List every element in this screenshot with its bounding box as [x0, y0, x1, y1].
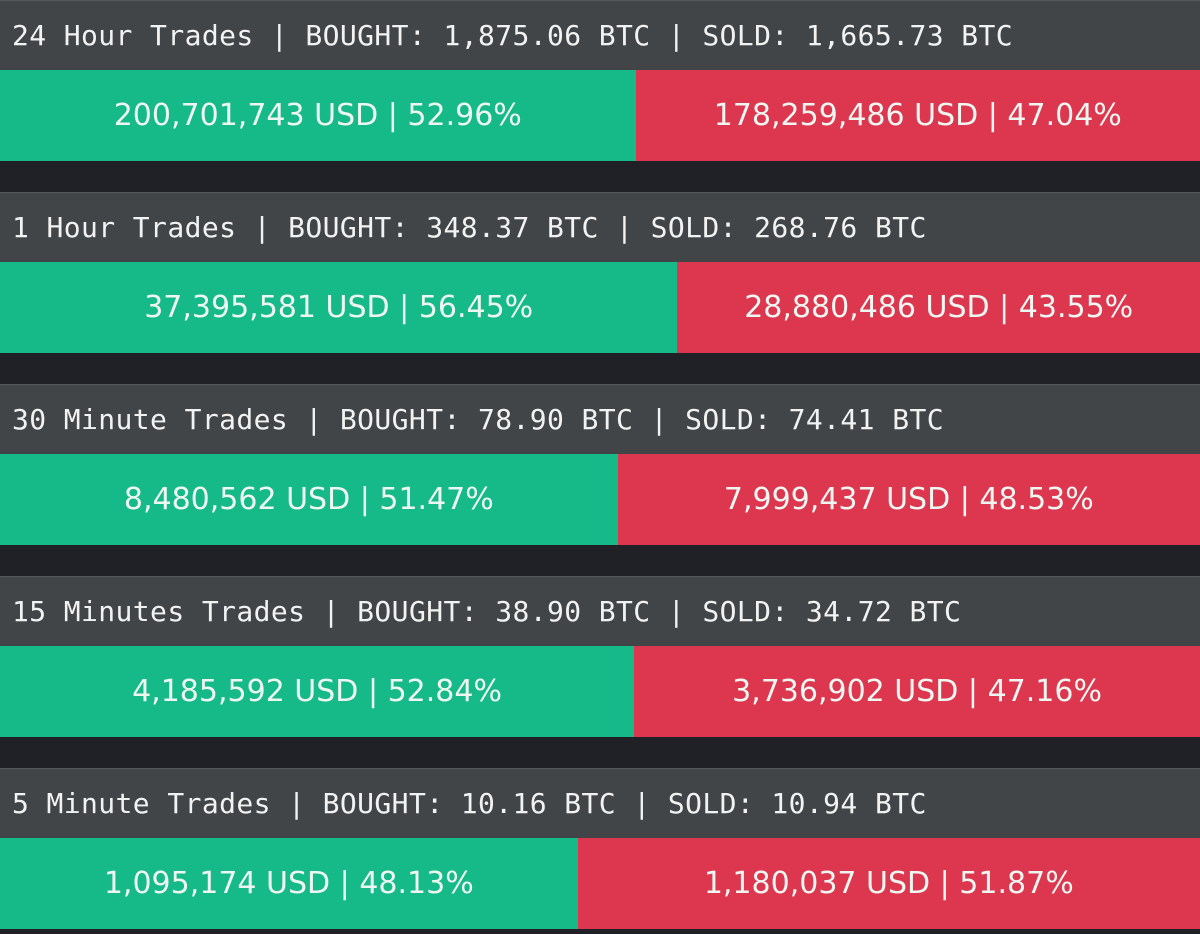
spacer	[789, 19, 806, 52]
sold-segment: 7,999,437 USD | 48.53%	[617, 454, 1200, 545]
bought-usd-text: 4,185,592 USD | 52.84%	[132, 674, 502, 709]
period-label: 24 Hour Trades	[12, 19, 254, 52]
panel-header: 24 Hour Trades | BOUGHT: 1,875.06 BTC | …	[0, 0, 1200, 70]
sold-btc-value: 74.41 BTC	[788, 403, 944, 436]
sold-usd-text: 28,880,486 USD | 43.55%	[744, 290, 1134, 325]
bought-segment: 8,480,562 USD | 51.47%	[0, 454, 618, 545]
bought-btc-value: 78.90 BTC	[477, 403, 634, 436]
panel-header: 5 Minute Trades | BOUGHT: 10.16 BTC | SO…	[0, 768, 1200, 838]
bought-segment: 37,395,581 USD | 56.45%	[0, 262, 678, 353]
bought-label: BOUGHT:	[339, 403, 461, 436]
sold-label: SOLD:	[702, 19, 789, 52]
sold-btc-value: 268.76 BTC	[754, 211, 927, 244]
trade-panel-15-minutes: 15 Minutes Trades | BOUGHT: 38.90 BTC | …	[0, 576, 1200, 737]
sold-btc-value: 34.72 BTC	[805, 595, 962, 628]
sold-segment: 1,180,037 USD | 51.87%	[577, 838, 1200, 929]
bought-usd-text: 37,395,581 USD | 56.45%	[144, 290, 534, 325]
bought-segment: 200,701,743 USD | 52.96%	[0, 70, 636, 161]
bought-btc-value: 38.90 BTC	[495, 595, 651, 628]
trade-panel-30-minute: 30 Minute Trades | BOUGHT: 78.90 BTC | S…	[0, 384, 1200, 545]
panel-header: 1 Hour Trades | BOUGHT: 348.37 BTC | SOL…	[0, 192, 1200, 262]
sold-label: SOLD:	[667, 787, 755, 820]
sold-label: SOLD:	[702, 595, 789, 628]
bought-label: BOUGHT:	[305, 19, 427, 52]
bought-usd-text: 200,701,743 USD | 52.96%	[113, 98, 522, 133]
sold-segment: 3,736,902 USD | 47.16%	[634, 646, 1200, 737]
sold-usd-text: 178,259,486 USD | 47.04%	[713, 98, 1122, 133]
bought-segment: 4,185,592 USD | 52.84%	[0, 646, 635, 737]
trade-panel-5-minute: 5 Minute Trades | BOUGHT: 10.16 BTC | SO…	[0, 768, 1200, 929]
sold-segment: 28,880,486 USD | 43.55%	[677, 262, 1200, 353]
period-label: 15 Minutes Trades	[12, 595, 306, 628]
spacer	[426, 19, 443, 52]
sold-segment: 178,259,486 USD | 47.04%	[635, 70, 1200, 161]
period-label: 1 Hour Trades	[12, 211, 237, 244]
buy-sell-bar: 37,395,581 USD | 56.45% 28,880,486 USD |…	[0, 262, 1200, 353]
buy-sell-bar: 4,185,592 USD | 52.84% 3,736,902 USD | 4…	[0, 646, 1200, 737]
spacer	[443, 787, 460, 820]
spacer	[771, 403, 788, 436]
period-label: 5 Minute Trades	[12, 787, 271, 820]
spacer	[754, 787, 771, 820]
separator: |	[598, 211, 651, 244]
buy-sell-bar: 1,095,174 USD | 48.13% 1,180,037 USD | 5…	[0, 838, 1200, 929]
bought-label: BOUGHT:	[288, 211, 409, 244]
spacer	[461, 403, 478, 436]
panel-header: 15 Minutes Trades | BOUGHT: 38.90 BTC | …	[0, 576, 1200, 646]
sold-usd-text: 7,999,437 USD | 48.53%	[723, 482, 1094, 517]
bought-label: BOUGHT:	[357, 595, 478, 628]
separator: |	[288, 403, 340, 436]
separator: |	[616, 787, 668, 820]
bought-label: BOUGHT:	[322, 787, 444, 820]
sold-usd-text: 1,180,037 USD | 51.87%	[703, 866, 1074, 901]
bought-btc-value: 10.16 BTC	[460, 787, 617, 820]
trade-panel-1-hour: 1 Hour Trades | BOUGHT: 348.37 BTC | SOL…	[0, 192, 1200, 353]
spacer	[478, 595, 495, 628]
separator: |	[236, 211, 289, 244]
spacer	[789, 595, 806, 628]
separator: |	[650, 19, 703, 52]
sold-btc-value: 1,665.73 BTC	[805, 19, 1013, 52]
buy-sell-bar: 8,480,562 USD | 51.47% 7,999,437 USD | 4…	[0, 454, 1200, 545]
buy-sell-bar: 200,701,743 USD | 52.96% 178,259,486 USD…	[0, 70, 1200, 161]
bought-btc-value: 1,875.06 BTC	[443, 19, 651, 52]
spacer	[737, 211, 754, 244]
bought-usd-text: 1,095,174 USD | 48.13%	[103, 866, 474, 901]
separator: |	[650, 595, 703, 628]
sold-label: SOLD:	[685, 403, 772, 436]
trade-panel-24-hour: 24 Hour Trades | BOUGHT: 1,875.06 BTC | …	[0, 0, 1200, 161]
sold-btc-value: 10.94 BTC	[771, 787, 927, 820]
sold-usd-text: 3,736,902 USD | 47.16%	[732, 674, 1102, 709]
spacer	[409, 211, 426, 244]
period-label: 30 Minute Trades	[12, 403, 289, 436]
bought-segment: 1,095,174 USD | 48.13%	[0, 838, 578, 929]
bought-usd-text: 8,480,562 USD | 51.47%	[123, 482, 494, 517]
separator: |	[305, 595, 358, 628]
panel-header: 30 Minute Trades | BOUGHT: 78.90 BTC | S…	[0, 384, 1200, 454]
bought-btc-value: 348.37 BTC	[426, 211, 599, 244]
separator: |	[270, 787, 323, 820]
separator: |	[633, 403, 686, 436]
separator: |	[253, 19, 306, 52]
sold-label: SOLD:	[650, 211, 737, 244]
